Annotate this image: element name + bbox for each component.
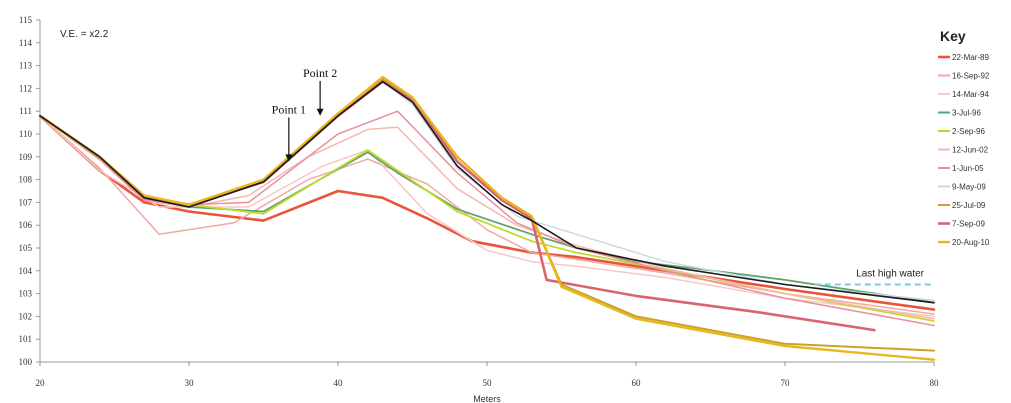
legend-label: 22-Mar-89: [952, 53, 989, 62]
legend-label: 20-Aug-10: [952, 238, 990, 247]
legend-label: 2-Sep-96: [952, 127, 985, 136]
y-tick-label: 114: [19, 38, 33, 48]
legend-label: 14-Mar-94: [952, 90, 989, 99]
x-tick-label: 50: [483, 378, 493, 388]
y-tick-label: 107: [19, 197, 33, 207]
series-line-16-sep-92: [39, 115, 935, 315]
legend: Key 22-Mar-89 16-Sep-92 14-Mar-94 3-Jul-96 2…: [938, 28, 990, 247]
y-tick-label: 104: [19, 266, 33, 276]
x-tick-label: 40: [334, 378, 344, 388]
axis-layer: 100 101 102 103 104 105 106 107 108 109 110 111 112 1…: [19, 15, 940, 388]
series-line-14-mar-94: [39, 115, 935, 318]
x-tick-label: 80: [930, 378, 940, 388]
y-tick-label: 115: [19, 15, 33, 25]
legend-label: 7-Sep-09: [952, 220, 985, 229]
x-tick-label: 70: [781, 378, 791, 388]
y-tick-label: 112: [19, 83, 32, 93]
y-tick-label: 106: [19, 220, 33, 230]
y-tick-label: 108: [19, 175, 33, 185]
last-high-water-layer: Last high water: [814, 268, 934, 286]
y-tick-label: 105: [19, 243, 33, 253]
annotation-label: Point 1: [272, 102, 306, 116]
annotation-arrow-head: [285, 154, 293, 162]
y-tick-label: 111: [19, 106, 32, 116]
y-tick-label: 113: [19, 61, 33, 71]
y-tick-label: 109: [19, 152, 33, 162]
legend-label: 3-Jul-96: [952, 109, 981, 118]
series-line-1-jun-05: [39, 110, 935, 327]
x-tick-label: 30: [185, 378, 195, 388]
y-tick-label: 110: [19, 129, 33, 139]
x-tick-label: 60: [632, 378, 642, 388]
y-tick-label: 100: [19, 357, 33, 367]
legend-label: 25-Jul-09: [952, 201, 986, 210]
y-tick-label: 101: [19, 334, 33, 344]
y-tick-label: 102: [19, 311, 33, 321]
legend-label: 12-Jun-02: [952, 146, 989, 155]
legend-label: 16-Sep-92: [952, 72, 990, 81]
legend-label: 9-May-09: [952, 183, 986, 192]
last-high-water-label: Last high water: [856, 268, 924, 279]
annotation-layer: Point 1 Point 2: [272, 66, 337, 162]
y-tick-label: 103: [19, 289, 33, 299]
series-line-22-mar-89: [38, 114, 936, 311]
annotation-arrow-head: [316, 108, 324, 116]
ve-note: V.E. = x2.2: [60, 29, 109, 40]
legend-title: Key: [940, 28, 966, 44]
series-layer: [38, 75, 936, 361]
annotation-label: Point 2: [303, 66, 337, 80]
x-tick-label: 20: [36, 378, 46, 388]
series-line-unlabeled: [39, 80, 935, 304]
series-line-20-aug-10: [38, 75, 936, 361]
x-axis-label: Meters: [473, 394, 501, 403]
legend-label: 1-Jun-05: [952, 164, 984, 173]
